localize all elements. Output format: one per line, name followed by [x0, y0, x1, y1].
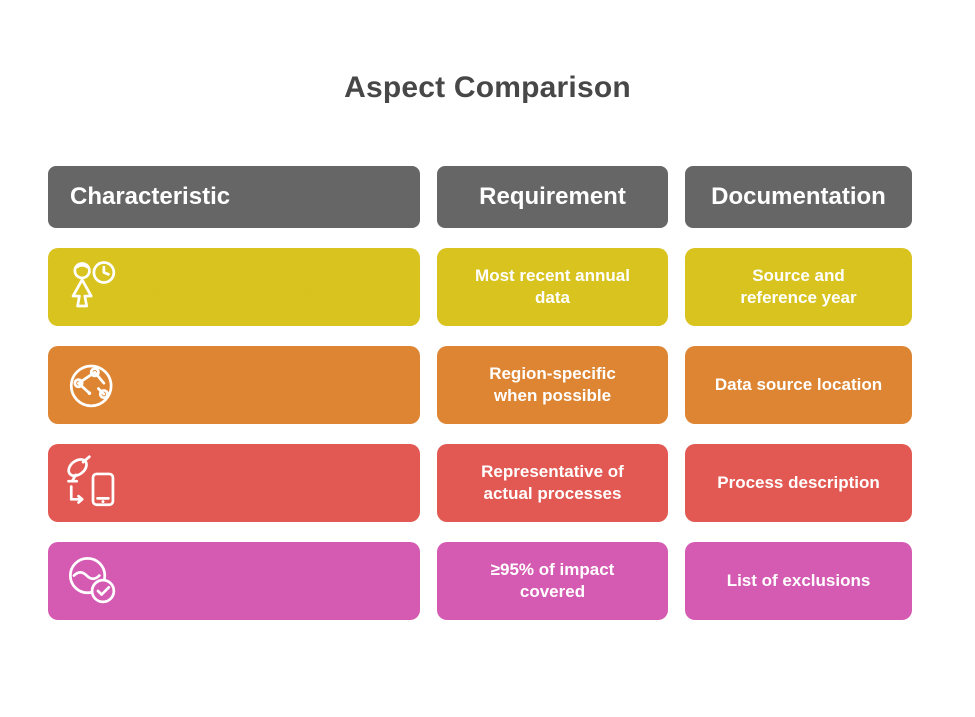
requirement-cell-temporal: Most recent annual data [437, 248, 668, 326]
column-header-documentation: Documentation [685, 166, 912, 228]
satellite-phone-icon [64, 453, 122, 513]
row-label-text: Completeness [134, 566, 305, 595]
row-label-technology-coverage: Technology Coverage [48, 444, 420, 522]
row-label-text: Geographic Coverage [134, 370, 394, 399]
documentation-cell-temporal: Source and reference year [685, 248, 912, 326]
row-label-completeness: Completeness [48, 542, 420, 620]
documentation-cell-technology: Process description [685, 444, 912, 522]
page-title: Aspect Comparison [344, 71, 631, 104]
row-label-text: Technology Coverage [134, 468, 394, 497]
globe-network-icon [64, 355, 122, 415]
documentation-cell-completeness: List of exclusions [685, 542, 912, 620]
row-label-geographic-coverage: Geographic Coverage [48, 346, 420, 424]
column-header-requirement: Requirement [437, 166, 668, 228]
column-header-characteristic: Characteristic [48, 166, 420, 228]
row-label-text: Temporal Coverage [134, 272, 366, 301]
requirement-cell-completeness: ≥95% of impact covered [437, 542, 668, 620]
person-clock-icon [64, 257, 122, 317]
requirement-cell-geographic: Region-specific when possible [437, 346, 668, 424]
requirement-cell-technology: Representative of actual processes [437, 444, 668, 522]
row-label-temporal-coverage: Temporal Coverage [48, 248, 420, 326]
documentation-cell-geographic: Data source location [685, 346, 912, 424]
circle-check-icon [64, 551, 122, 611]
comparison-table: Characteristic Requirement Documentation… [48, 166, 912, 620]
